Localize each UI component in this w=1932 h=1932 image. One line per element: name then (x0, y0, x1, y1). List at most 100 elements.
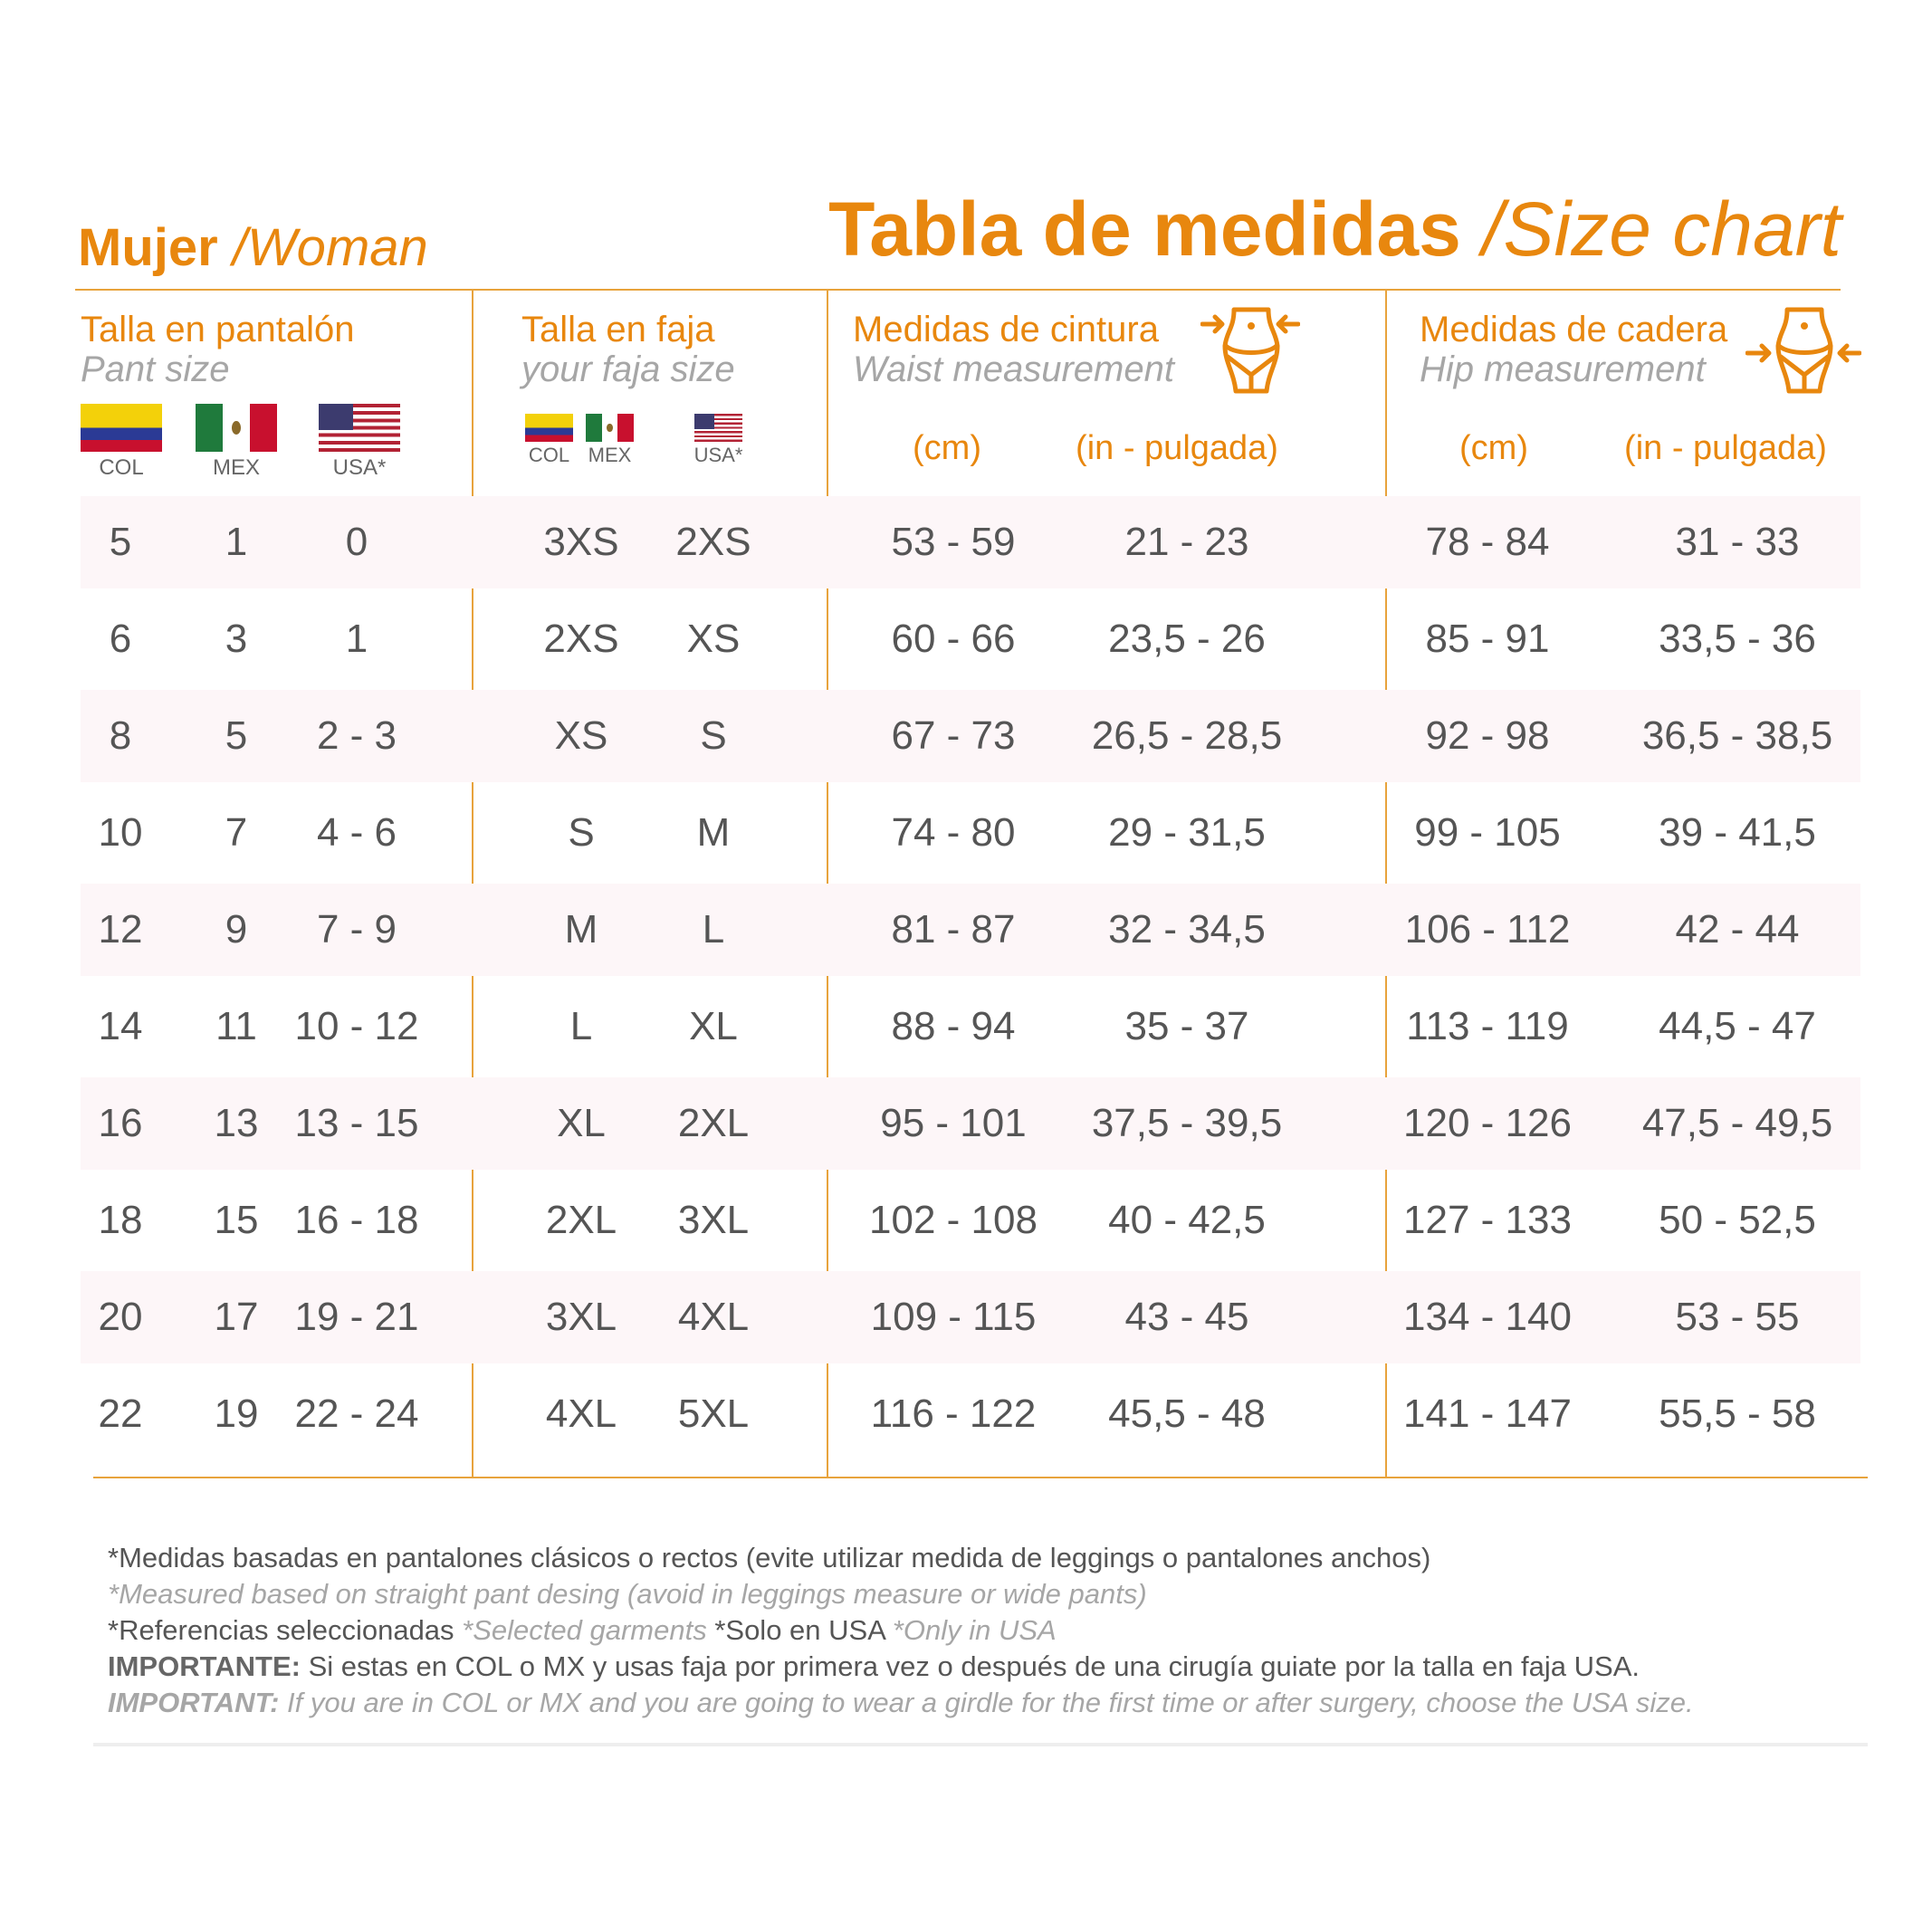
cell-pant-col: 14 (98, 1004, 143, 1048)
cell-pant-col: 12 (98, 907, 143, 952)
cell-faja-col-mex: L (569, 1004, 593, 1048)
cell-faja-col-mex: XS (554, 713, 608, 758)
flag-mex-icon (196, 404, 277, 452)
cell-waist-cm: 88 - 94 (891, 1004, 1016, 1048)
cell-faja-col-mex: 2XL (545, 1198, 617, 1242)
cell-waist-cm: 109 - 115 (870, 1295, 1037, 1339)
hip-title-en: Hip measurement (1420, 349, 1706, 389)
footnote-important-en: IMPORTANT: If you are in COL or MX and y… (108, 1687, 1694, 1719)
cell-faja-col-mex: 3XL (545, 1295, 617, 1339)
cell-waist-in: 23,5 - 26 (1108, 617, 1266, 661)
cell-faja-usa: 4XL (677, 1295, 750, 1339)
cell-hip-cm: 120 - 126 (1403, 1101, 1572, 1145)
page-title: Tabla de medidas /Size chart (828, 186, 1841, 273)
cell-pant-mex: 1 (225, 520, 248, 564)
cell-pant-col: 22 (98, 1392, 143, 1436)
cell-waist-in: 40 - 42,5 (1108, 1198, 1266, 1242)
cell-pant-mex: 15 (214, 1198, 259, 1242)
cell-faja-usa: L (702, 907, 725, 952)
cell-pant-mex: 9 (225, 907, 248, 952)
pant-title-es: Talla en pantalón (81, 310, 355, 349)
footnote-3b: *Selected garments (462, 1614, 715, 1646)
waist-title-es: Medidas de cintura (853, 310, 1159, 349)
footnote-3c: *Solo en USA (714, 1614, 893, 1646)
cell-hip-in: 42 - 44 (1675, 907, 1800, 952)
waist-measure-icon (1200, 307, 1300, 394)
cell-hip-in: 33,5 - 36 (1659, 617, 1816, 661)
cell-pant-mex: 17 (214, 1295, 259, 1339)
cell-hip-cm: 141 - 147 (1403, 1392, 1572, 1436)
hip-title-es: Medidas de cadera (1420, 310, 1728, 349)
cell-waist-in: 37,5 - 39,5 (1091, 1101, 1283, 1145)
footnote-3d: *Only in USA (892, 1614, 1057, 1646)
important-label-es: IMPORTANTE: (108, 1650, 301, 1682)
cell-hip-in: 31 - 33 (1675, 520, 1800, 564)
cell-faja-col-mex: 3XS (543, 520, 619, 564)
waist-title-en: Waist measurement (853, 349, 1174, 389)
cell-pant-mex: 13 (214, 1101, 259, 1145)
cell-pant-col: 8 (109, 713, 132, 758)
flag-label: USA* (332, 455, 387, 480)
important-label-en: IMPORTANT: (108, 1687, 280, 1718)
table-row-shade (81, 496, 1860, 588)
cell-waist-cm: 95 - 101 (880, 1101, 1027, 1145)
cell-faja-usa: S (700, 713, 727, 758)
cell-faja-usa: 5XL (677, 1392, 750, 1436)
cell-waist-cm: 74 - 80 (891, 810, 1016, 855)
cell-faja-col-mex: 2XS (543, 617, 619, 661)
cell-waist-cm: 102 - 108 (869, 1198, 1038, 1242)
cell-faja-usa: XL (689, 1004, 738, 1048)
cell-hip-cm: 134 - 140 (1403, 1295, 1572, 1339)
table-row-shade (81, 1077, 1860, 1170)
table-row-shade (81, 1271, 1860, 1363)
cell-hip-in: 44,5 - 47 (1659, 1004, 1816, 1048)
cell-pant-usa: 7 - 9 (316, 907, 397, 952)
cell-pant-mex: 19 (214, 1392, 259, 1436)
cell-pant-usa: 16 - 18 (294, 1198, 419, 1242)
cell-pant-mex: 7 (225, 810, 248, 855)
cell-hip-in: 39 - 41,5 (1659, 810, 1816, 855)
cell-hip-in: 36,5 - 38,5 (1641, 713, 1833, 758)
table-row-shade (81, 690, 1860, 782)
flag-label: MEX (212, 455, 261, 480)
gender-es: Mujer (78, 218, 218, 277)
footnote-important-es: IMPORTANTE: Si estas en COL o MX y usas … (108, 1650, 1640, 1683)
cell-pant-mex: 5 (225, 713, 248, 758)
faja-title-es: Talla en faja (521, 310, 715, 349)
cell-waist-cm: 67 - 73 (891, 713, 1016, 758)
cell-pant-usa: 10 - 12 (294, 1004, 419, 1048)
flag-label: COL (99, 455, 144, 480)
flag-mex-icon (586, 414, 634, 442)
title-en: Size chart (1503, 187, 1842, 272)
cell-hip-cm: 113 - 119 (1406, 1004, 1569, 1048)
cell-waist-in: 29 - 31,5 (1108, 810, 1266, 855)
cell-pant-usa: 4 - 6 (316, 810, 397, 855)
cell-faja-col-mex: 4XL (545, 1392, 617, 1436)
cell-faja-col-mex: S (568, 810, 595, 855)
flag-label: USA* (693, 444, 743, 466)
cell-pant-usa: 13 - 15 (294, 1101, 419, 1145)
cell-waist-in: 26,5 - 28,5 (1091, 713, 1283, 758)
footnote-3a: *Referencias seleccionadas (108, 1614, 463, 1646)
cell-faja-col-mex: M (564, 907, 598, 952)
cell-pant-col: 5 (109, 520, 132, 564)
waist-unit-in: (in - pulgada) (1076, 429, 1278, 467)
bottom-divider (93, 1477, 1868, 1478)
title-es: Tabla de medidas (828, 187, 1461, 272)
cell-hip-cm: 78 - 84 (1425, 520, 1550, 564)
hip-unit-cm: (cm) (1459, 429, 1528, 467)
cell-hip-cm: 127 - 133 (1403, 1198, 1572, 1242)
pant-title-en: Pant size (81, 349, 230, 389)
cell-hip-cm: 85 - 91 (1425, 617, 1550, 661)
flag-label: MEX (588, 444, 632, 466)
cell-pant-usa: 22 - 24 (294, 1392, 419, 1436)
faja-title-en: your faja size (521, 349, 735, 389)
cell-waist-cm: 81 - 87 (891, 907, 1016, 952)
cell-pant-usa: 19 - 21 (294, 1295, 419, 1339)
cell-faja-col-mex: XL (557, 1101, 606, 1145)
cell-waist-cm: 60 - 66 (891, 617, 1016, 661)
cell-pant-col: 18 (98, 1198, 143, 1242)
flag-label: COL (528, 444, 570, 466)
cell-waist-in: 43 - 45 (1124, 1295, 1249, 1339)
cell-waist-cm: 53 - 59 (891, 520, 1016, 564)
